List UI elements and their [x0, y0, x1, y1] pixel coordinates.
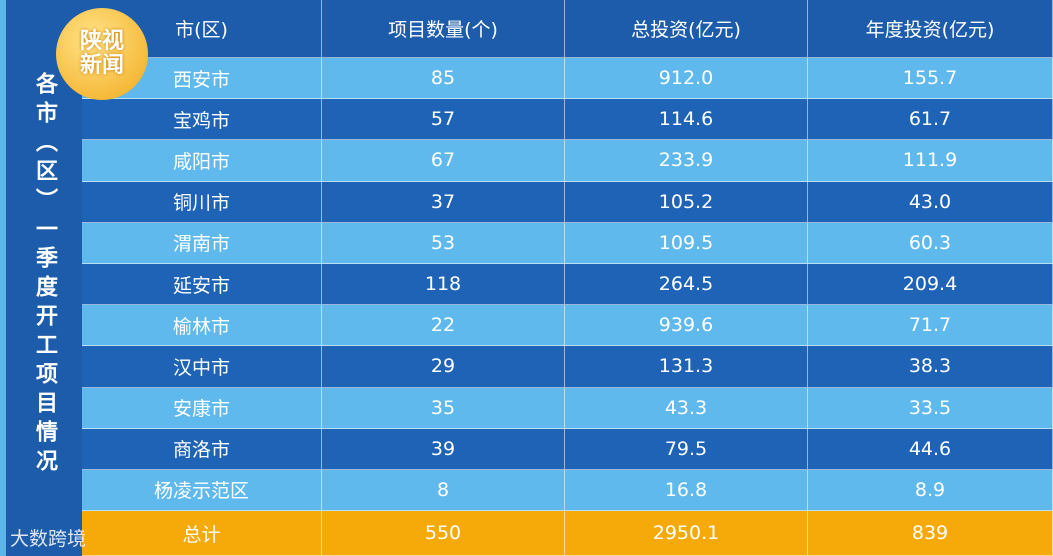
table-cell: 209.4 — [808, 263, 1053, 306]
table-cell: 延安市 — [82, 263, 322, 306]
table-row: 安康市 35 43.3 33.5 — [82, 387, 1053, 429]
table-cell: 233.9 — [565, 140, 808, 182]
table-cell: 105.2 — [565, 181, 808, 223]
table-cell: 38.3 — [808, 346, 1053, 388]
table-row: 延安市 118 264.5 209.4 — [82, 263, 1053, 306]
total-row: 总计 550 2950.1 839 — [82, 511, 1053, 556]
table-cell: 79.5 — [565, 428, 808, 470]
table-cell: 111.9 — [808, 140, 1053, 182]
table-cell: 939.6 — [565, 305, 808, 347]
table-cell: 912.0 — [565, 58, 808, 100]
logo-text: 新闻 — [79, 53, 124, 78]
table-cell: 44.6 — [808, 428, 1053, 470]
header-cell: 总投资(亿元) — [565, 0, 808, 58]
logo: 陕视 新闻 — [56, 8, 148, 100]
table-cell: 43.0 — [808, 181, 1053, 223]
table-cell: 29 — [322, 346, 565, 388]
logo-text: 陕视 — [79, 29, 124, 54]
watermark: 大数跨境 — [10, 528, 87, 550]
table-cell: 118 — [322, 263, 565, 306]
table-cell: 渭南市 — [82, 222, 322, 264]
table-cell: 57 — [322, 99, 565, 141]
table-row: 咸阳市 67 233.9 111.9 — [82, 140, 1053, 182]
header-cell: 年度投资(亿元) — [808, 0, 1053, 58]
table-cell: 114.6 — [565, 99, 808, 141]
table-cell: 71.7 — [808, 305, 1053, 347]
table-cell: 155.7 — [808, 58, 1053, 100]
table-cell: 杨凌示范区 — [82, 469, 322, 512]
table-row: 榆林市 22 939.6 71.7 — [82, 305, 1053, 347]
table-cell: 汉中市 — [82, 346, 322, 388]
table-cell: 铜川市 — [82, 181, 322, 223]
header-cell: 项目数量(个) — [322, 0, 565, 58]
table-cell: 264.5 — [565, 263, 808, 306]
table-cell: 33.5 — [808, 387, 1053, 429]
table-cell: 85 — [322, 58, 565, 100]
header-cell: 市(区) — [82, 0, 322, 58]
side-panel: 各市（区）一季度开工项目情况 — [0, 0, 80, 556]
table-cell: 16.8 — [565, 469, 808, 512]
table-cell: 安康市 — [82, 387, 322, 429]
table-row: 杨凌示范区 8 16.8 8.9 — [82, 469, 1053, 512]
table-row: 铜川市 37 105.2 43.0 — [82, 181, 1053, 223]
header-row: 市(区) 项目数量(个) 总投资(亿元) 年度投资(亿元) — [82, 0, 1053, 58]
table-cell: 8 — [322, 469, 565, 512]
total-cell: 总计 — [82, 511, 322, 556]
table-cell: 宝鸡市 — [82, 99, 322, 141]
side-title: 各市（区）一季度开工项目情况 — [32, 72, 57, 478]
table-cell: 109.5 — [565, 222, 808, 264]
table-row: 西安市 85 912.0 155.7 — [82, 58, 1053, 100]
table-row: 商洛市 39 79.5 44.6 — [82, 428, 1053, 470]
table-cell: 60.3 — [808, 222, 1053, 264]
table-cell: 商洛市 — [82, 428, 322, 470]
table-cell: 咸阳市 — [82, 140, 322, 182]
table-cell: 43.3 — [565, 387, 808, 429]
table-row: 宝鸡市 57 114.6 61.7 — [82, 99, 1053, 141]
total-cell: 550 — [322, 511, 565, 556]
table-cell: 131.3 — [565, 346, 808, 388]
table-cell: 西安市 — [82, 58, 322, 100]
table-cell: 榆林市 — [82, 305, 322, 347]
table-cell: 37 — [322, 181, 565, 223]
table-cell: 53 — [322, 222, 565, 264]
table-row: 渭南市 53 109.5 60.3 — [82, 222, 1053, 264]
table-row: 汉中市 29 131.3 38.3 — [82, 346, 1053, 388]
table-cell: 61.7 — [808, 99, 1053, 141]
table: 市(区) 项目数量(个) 总投资(亿元) 年度投资(亿元) 西安市 85 912.0 155.… — [82, 0, 1053, 556]
table-cell: 39 — [322, 428, 565, 470]
table-cell: 35 — [322, 387, 565, 429]
table-cell: 8.9 — [808, 469, 1053, 512]
table-cell: 22 — [322, 305, 565, 347]
table-cell: 67 — [322, 140, 565, 182]
total-cell: 839 — [808, 511, 1053, 556]
total-cell: 2950.1 — [565, 511, 808, 556]
